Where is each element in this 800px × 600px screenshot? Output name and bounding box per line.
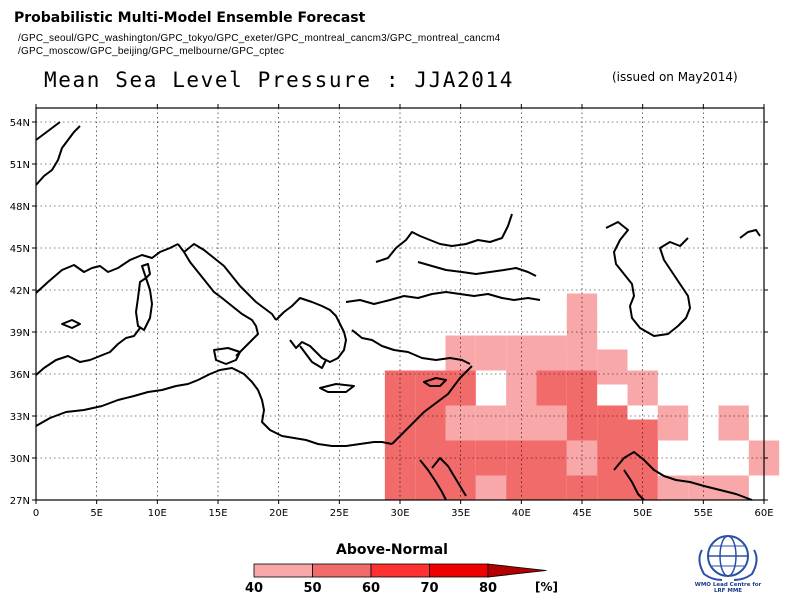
lat-tick-label: 36N [10,370,30,381]
lat-tick-label: 54N [10,118,30,129]
lon-tick-label: 55E [694,508,713,519]
logo-caption-line2: LRF MME [713,588,743,594]
wmo-globe-icon [698,535,758,581]
probability-cell [536,335,567,371]
lon-tick-label: 25E [330,508,349,519]
logo-caption-line1: WMO Lead Centre for [694,582,762,588]
map-subtitle: Mean Sea Level Pressure : JJA2014 [44,68,515,92]
lon-tick-label: 30E [390,508,409,519]
page-title: Probabilistic Multi-Model Ensemble Forec… [14,10,366,26]
lon-tick-label: 40E [512,508,531,519]
legend-colorbar [253,563,547,578]
longitude-tick-labels: 0 5E 10E 15E 20E 25E 30E 35E 40E 45E 50E 55E 60E [33,104,774,519]
probability-cell [718,405,749,441]
lat-tick-label: 48N [10,202,30,213]
lon-tick-label: 20E [269,508,288,519]
probability-cell [657,405,689,441]
lon-tick-label: 50E [633,508,652,519]
legend-arrow [487,563,547,578]
legend-swatch [429,563,489,578]
probability-cell [597,475,628,500]
lat-tick-label: 27N [10,496,30,507]
probability-cell [536,475,567,500]
lon-tick-label: 45E [572,508,591,519]
legend-tick-label: 40 [245,581,263,596]
logo-caption: WMO Lead Centre for LRF MME [686,582,770,594]
probability-cell [536,370,567,406]
probability-cell [475,335,507,371]
probability-cell [536,440,567,476]
lon-tick-label: 10E [148,508,167,519]
legend-title: Above-Normal [336,542,448,558]
latitude-tick-labels: 27N 30N 33N 36N 39N 42N 45N 48N 51N 54N [10,118,768,507]
lat-tick-label: 45N [10,244,30,255]
lon-tick-label: 5E [90,508,103,519]
probability-cell [415,405,446,441]
legend-tick-label: 60 [362,581,380,596]
legend-labels: 40 50 60 70 80 [245,581,497,596]
lon-tick-label: 60E [754,508,773,519]
coastlines [35,121,761,501]
probability-cell [597,349,628,385]
probability-cell [597,405,628,441]
lon-tick-label: 15E [208,508,227,519]
lat-tick-label: 51N [10,160,30,171]
legend-swatch [253,563,313,578]
lon-tick-label: 0 [33,508,39,519]
lat-tick-label: 30N [10,454,30,465]
probability-cell [536,405,567,441]
lat-tick-label: 39N [10,328,30,339]
legend-tick-label: 70 [420,581,438,596]
issued-date: (issued on May2014) [612,70,738,84]
probability-cell [415,475,446,500]
legend-tick-label: 50 [303,581,321,596]
models-list-line2: /GPC_moscow/GPC_beijing/GPC_melbourne/GP… [18,46,285,57]
legend-swatch [370,563,430,578]
models-list-line1: /GPC_seoul/GPC_washington/GPC_tokyo/GPC_… [18,33,501,44]
legend-swatch [312,563,372,578]
lat-tick-label: 33N [10,412,30,423]
probability-cell [475,405,507,441]
legend-tick-label: 80 [479,581,497,596]
probability-cells [384,293,780,500]
probability-cell [475,475,507,500]
lat-tick-label: 42N [10,286,30,297]
lon-tick-label: 35E [451,508,470,519]
legend-unit: [%] [535,580,558,594]
